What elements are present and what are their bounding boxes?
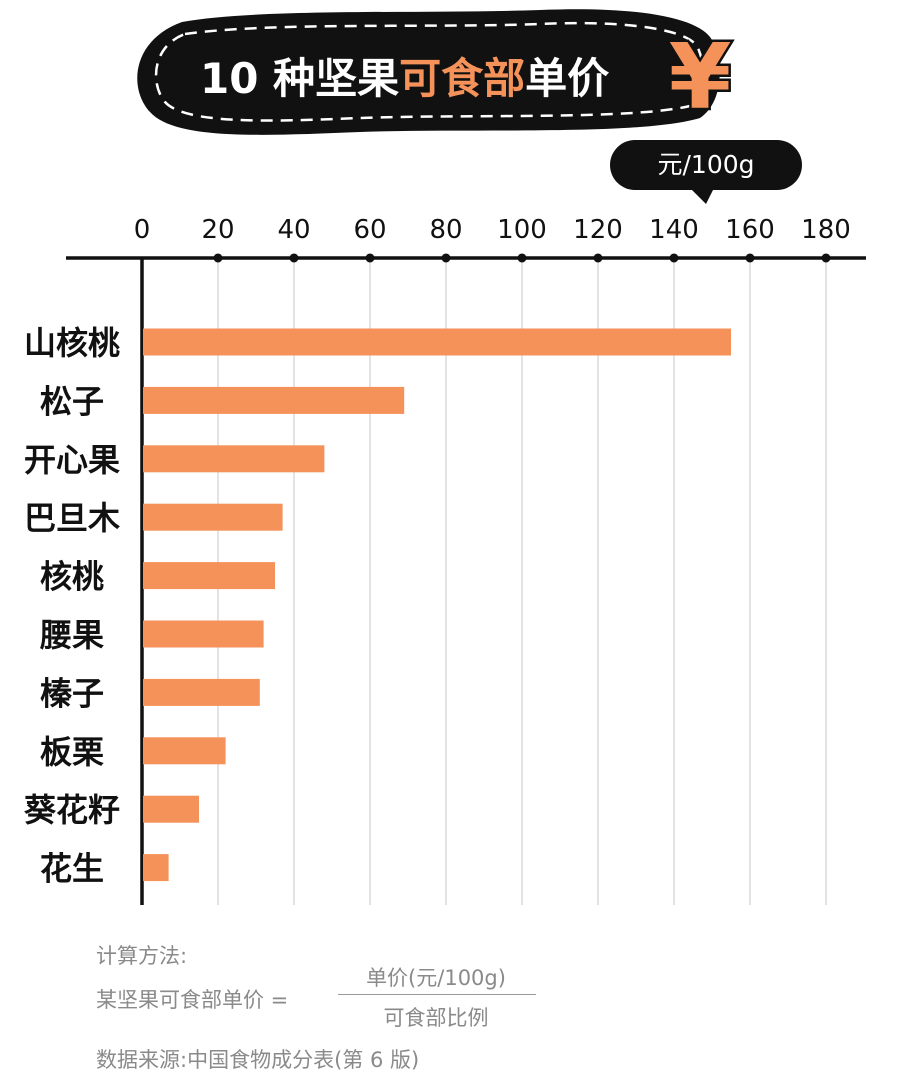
bar <box>143 737 226 765</box>
x-tick-dot <box>669 253 679 263</box>
category-label: 腰果 <box>40 616 104 654</box>
x-tick-label: 60 <box>353 215 386 245</box>
plot-area: 0 20 40 60 80 100 120 140 160 180 山核桃松子开心果巴旦木核桃腰果榛… <box>24 215 866 905</box>
unit-badge-label: 元/100g <box>657 150 754 179</box>
title-suffix: 单价 <box>525 54 609 103</box>
bar <box>143 503 283 531</box>
x-tick-dot <box>517 253 527 263</box>
unit-badge-bg <box>610 140 802 190</box>
x-tick-dot <box>289 253 299 263</box>
x-tick-label: 120 <box>573 215 623 245</box>
bar <box>143 678 260 706</box>
x-tick-label: 100 <box>497 215 547 245</box>
x-tick-dot <box>821 253 831 263</box>
category-label: 花生 <box>40 850 104 888</box>
category-label: 板栗 <box>40 733 104 771</box>
svg-text:10 种坚果可食部单价: 10 种坚果可食部单价 <box>200 54 609 103</box>
method-label: 计算方法: <box>96 944 188 968</box>
category-label: 松子 <box>40 382 104 420</box>
x-tick-dot <box>593 253 603 263</box>
category-label: 葵花籽 <box>24 791 120 829</box>
formula-fraction-line <box>338 994 536 995</box>
currency-icon: ¥ <box>669 25 732 130</box>
category-label: 开心果 <box>24 441 120 479</box>
unit-badge: 元/100g <box>610 140 802 204</box>
bar <box>143 795 199 823</box>
category-label: 榛子 <box>40 674 104 712</box>
x-tick-dot <box>441 253 451 263</box>
title-blob <box>137 9 720 135</box>
title-highlight: 可食部 <box>399 54 525 103</box>
x-tick-label: 160 <box>725 215 775 245</box>
bar <box>143 562 275 590</box>
bar <box>143 445 325 473</box>
x-tick-dot <box>213 253 223 263</box>
x-tick-label: 80 <box>429 215 462 245</box>
unit-badge-pointer <box>690 188 714 204</box>
x-tick-label: 140 <box>649 215 699 245</box>
title-dashes <box>154 21 705 122</box>
title-banner: 10 种坚果可食部单价 ¥ <box>137 9 734 135</box>
x-tick-label: 180 <box>801 215 851 245</box>
formula-numerator: 单价(元/100g) <box>366 966 506 990</box>
x-tick-dot <box>365 253 375 263</box>
x-tick-label: 40 <box>277 215 310 245</box>
bar <box>143 620 264 648</box>
category-label: 核桃 <box>40 558 104 596</box>
x-tick-dot <box>745 253 755 263</box>
x-tick-label: 20 <box>201 215 234 245</box>
bar <box>143 328 731 356</box>
formula-denominator: 可食部比例 <box>383 1006 489 1030</box>
bar <box>143 854 169 882</box>
formula-lhs: 某坚果可食部单价 = <box>96 988 289 1012</box>
data-source: 数据来源:中国食物成分表(第 6 版) <box>96 1048 420 1072</box>
x-tick-label: 0 <box>134 215 151 245</box>
category-label: 山核桃 <box>24 324 120 362</box>
category-label: 巴旦木 <box>24 499 120 537</box>
bar <box>143 386 405 414</box>
title-prefix: 10 种坚果 <box>200 54 399 103</box>
